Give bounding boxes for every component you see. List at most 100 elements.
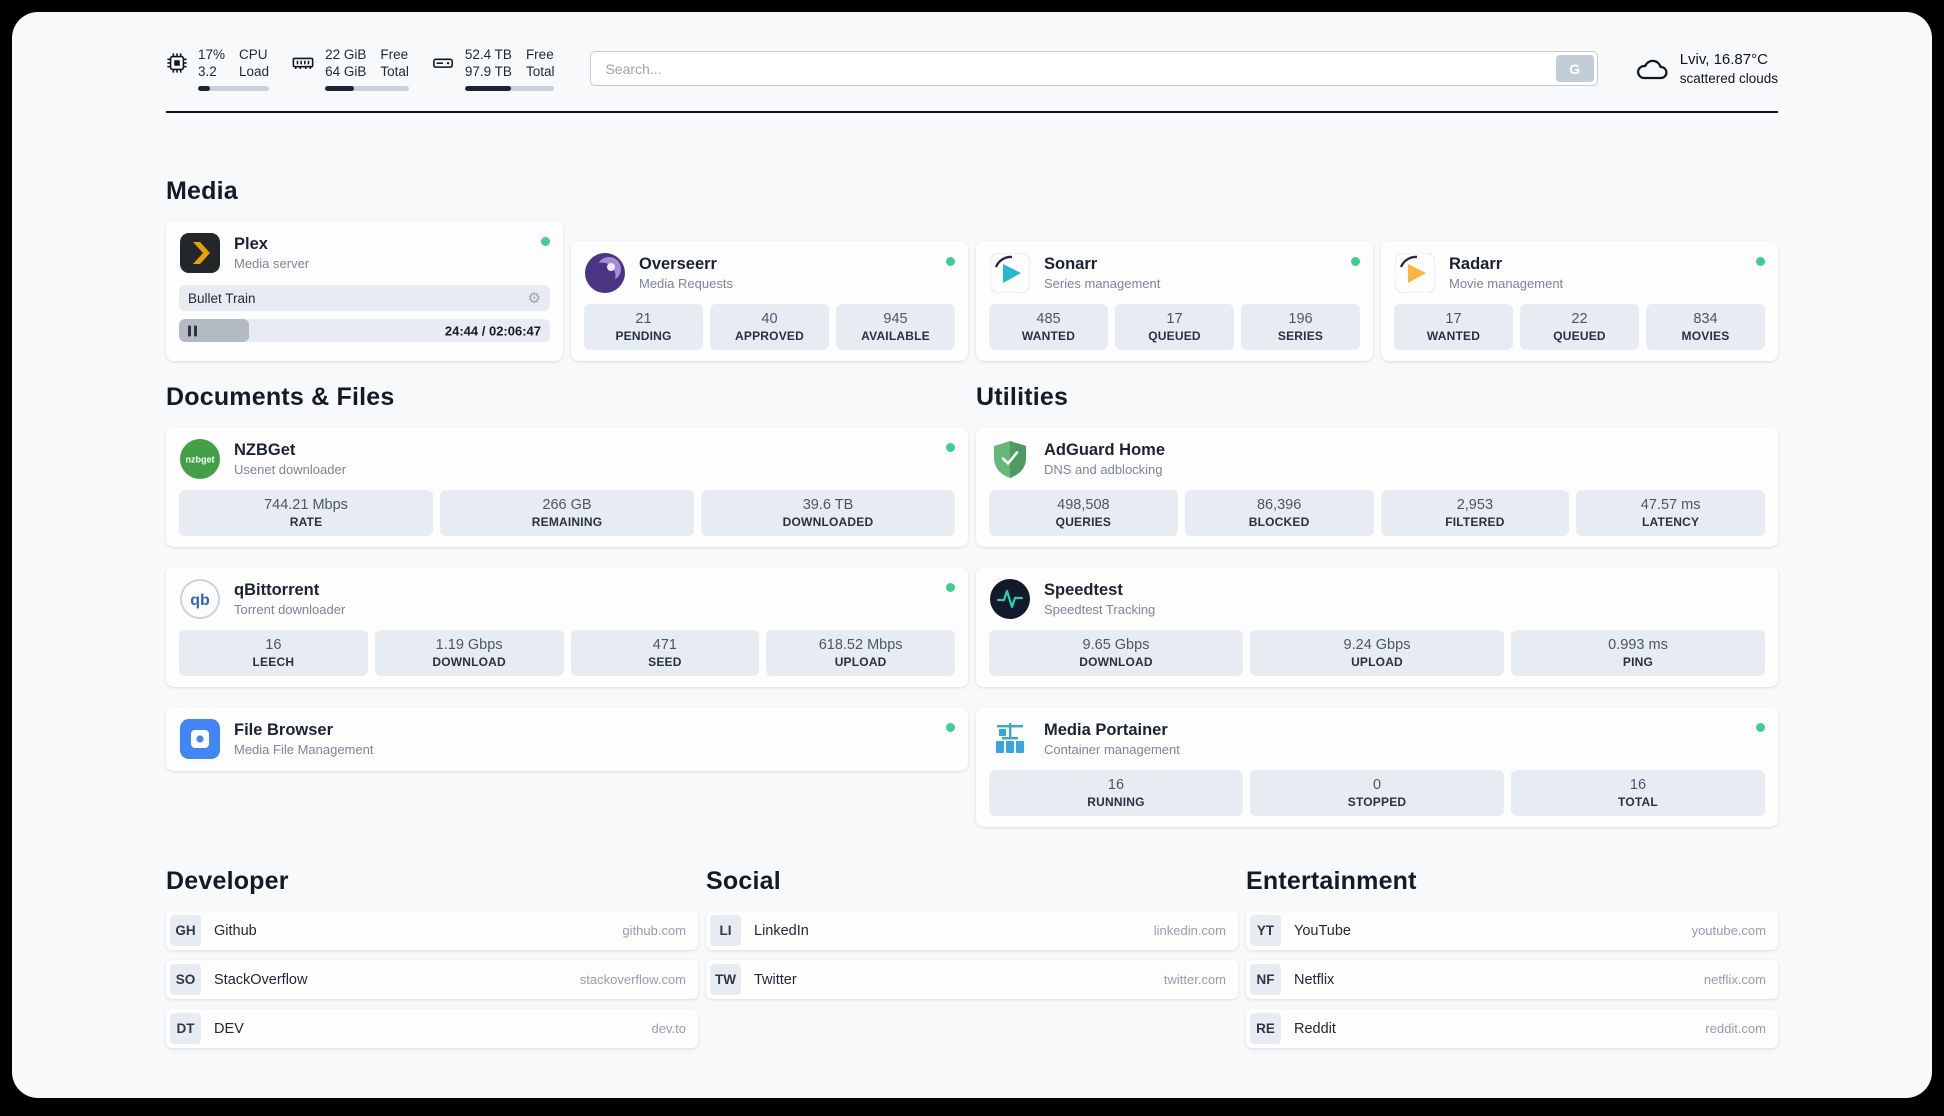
section-documents: Documents & Files nzbget NZBGet Usenet d xyxy=(166,383,968,771)
sonarr-icon xyxy=(989,252,1031,294)
stat-value: 9.24 Gbps xyxy=(1343,637,1411,653)
settings-gear-icon[interactable]: ⚙ xyxy=(527,289,541,307)
portainer-icon xyxy=(989,718,1031,760)
bookmark-abbr: DT xyxy=(170,1013,201,1044)
pause-icon[interactable] xyxy=(188,325,197,336)
app-subtitle: Movie management xyxy=(1449,276,1564,291)
stat-label: RUNNING xyxy=(1087,795,1145,809)
app-card-overseerr[interactable]: Overseerr Media Requests 21 PENDING 40 A… xyxy=(571,241,968,361)
app-card-filebrowser[interactable]: File Browser Media File Management xyxy=(166,707,968,771)
memory-progress-bar xyxy=(325,86,409,91)
app-name: Radarr xyxy=(1449,255,1503,273)
stat-value: 2,953 xyxy=(1456,497,1494,513)
app-card-adguard[interactable]: AdGuard Home DNS and adblocking 498,508 … xyxy=(976,427,1778,547)
stat-approved: 40 APPROVED xyxy=(710,304,829,350)
stat-label: SEED xyxy=(648,655,682,669)
bookmark-abbr: TW xyxy=(710,964,741,995)
status-dot xyxy=(1756,723,1765,732)
stat-label: QUERIES xyxy=(1055,515,1112,529)
bookmark-url: netflix.com xyxy=(1703,972,1766,987)
search-input[interactable] xyxy=(590,51,1598,86)
section-entertainment: Entertainment YT YouTube youtube.com NF … xyxy=(1246,867,1778,1058)
bookmark-url: reddit.com xyxy=(1705,1021,1766,1036)
bookmark-name: StackOverflow xyxy=(214,971,308,988)
disk-values: 52.4 TB 97.9 TB xyxy=(464,47,512,79)
bookmark-name: DEV xyxy=(214,1020,244,1037)
bookmark-netflix[interactable]: NF Netflix netflix.com xyxy=(1246,960,1778,999)
app-name: Overseerr xyxy=(639,255,717,273)
app-subtitle: Container management xyxy=(1044,742,1180,757)
bookmark-url: dev.to xyxy=(651,1021,686,1036)
bookmark-reddit[interactable]: RE Reddit reddit.com xyxy=(1246,1009,1778,1048)
cpu-chip-icon xyxy=(167,53,187,73)
bookmark-name: Github xyxy=(214,922,257,939)
radarr-icon xyxy=(1394,252,1436,294)
stat-value: 1.19 Gbps xyxy=(435,637,503,653)
bookmark-stackoverflow[interactable]: SO StackOverflow stackoverflow.com xyxy=(166,960,698,999)
bookmark-dev[interactable]: DT DEV dev.to xyxy=(166,1009,698,1048)
stat-value: 196 xyxy=(1288,311,1313,327)
stat-label: STOPPED xyxy=(1347,795,1407,809)
app-card-plex[interactable]: Plex Media server Bullet Train ⚙ 24:44 /… xyxy=(166,221,563,361)
search-engine-button[interactable]: G xyxy=(1555,55,1594,82)
stat-total: 16 TOTAL xyxy=(1511,770,1765,816)
bookmark-github[interactable]: GH Github github.com xyxy=(166,911,698,950)
app-card-portainer[interactable]: Media Portainer Container management 16 … xyxy=(976,707,1778,827)
stat-value: 945 xyxy=(883,311,908,327)
app-card-nzbget[interactable]: nzbget NZBGet Usenet downloader 744.21 M… xyxy=(166,427,968,547)
stat-label: WANTED xyxy=(1426,329,1481,343)
stat-ping: 0.993 ms PING xyxy=(1511,630,1765,676)
disk-progress-bar xyxy=(464,86,555,91)
section-title-media: Media xyxy=(166,177,238,205)
search-bar: G xyxy=(590,51,1598,86)
app-card-radarr[interactable]: Radarr Movie management 17 WANTED 22 QUE… xyxy=(1381,241,1778,361)
stat-value: 40 xyxy=(761,311,778,327)
section-title-documents: Documents & Files xyxy=(166,383,395,411)
adguard-icon xyxy=(989,438,1031,480)
stat-downloaded: 39.6 TB DOWNLOADED xyxy=(701,490,955,536)
status-dot xyxy=(946,443,955,452)
status-dot xyxy=(946,257,955,266)
stat-value: 266 GB xyxy=(542,497,592,513)
app-subtitle: Speedtest Tracking xyxy=(1044,602,1156,617)
qbittorrent-icon: qb xyxy=(179,578,221,620)
stat-value: 47.57 ms xyxy=(1640,497,1701,513)
disk-labels: Free Total xyxy=(525,47,555,79)
app-subtitle: Media server xyxy=(234,256,310,271)
app-card-qbittorrent[interactable]: qb qBittorrent Torrent downloader 16 LEE… xyxy=(166,567,968,687)
stat-stopped: 0 STOPPED xyxy=(1250,770,1504,816)
playback-progress-bar[interactable]: 24:44 / 02:06:47 xyxy=(179,319,550,342)
stat-value: 21 xyxy=(635,311,652,327)
stat-latency: 47.57 ms LATENCY xyxy=(1576,490,1765,536)
stat-value: 17 xyxy=(1166,311,1183,327)
stat-series: 196 SERIES xyxy=(1241,304,1360,350)
bookmark-linkedin[interactable]: LI LinkedIn linkedin.com xyxy=(706,911,1238,950)
app-name: Media Portainer xyxy=(1044,721,1168,739)
app-name: Plex xyxy=(234,235,268,253)
app-name: AdGuard Home xyxy=(1044,441,1166,459)
bookmark-twitter[interactable]: TW Twitter twitter.com xyxy=(706,960,1238,999)
svg-text:nzbget: nzbget xyxy=(186,455,215,465)
bookmark-name: Reddit xyxy=(1294,1020,1336,1037)
app-card-speedtest[interactable]: Speedtest Speedtest Tracking 9.65 Gbps D… xyxy=(976,567,1778,687)
bookmark-youtube[interactable]: YT YouTube youtube.com xyxy=(1246,911,1778,950)
stat-label: REMAINING xyxy=(531,515,603,529)
app-name: qBittorrent xyxy=(234,581,320,599)
stat-label: PING xyxy=(1622,655,1654,669)
stat-value: 0.993 ms xyxy=(1608,637,1668,653)
now-playing-title: Bullet Train xyxy=(188,290,256,306)
stat-label: DOWNLOAD xyxy=(432,655,506,669)
stat-value: 0 xyxy=(1372,777,1382,793)
section-utilities: Utilities AdGuard Home xyxy=(976,383,1778,827)
stat-rate: 744.21 Mbps RATE xyxy=(179,490,433,536)
section-social: Social LI LinkedIn linkedin.com TW Twitt… xyxy=(706,867,1238,1009)
section-title-social: Social xyxy=(706,867,781,895)
filebrowser-icon xyxy=(179,718,221,760)
stat-label: UPLOAD xyxy=(834,655,887,669)
app-card-sonarr[interactable]: Sonarr Series management 485 WANTED 17 Q… xyxy=(976,241,1373,361)
stat-value: 22 xyxy=(1571,311,1588,327)
bookmark-url: github.com xyxy=(622,923,686,938)
app-name: NZBGet xyxy=(234,441,296,459)
header-divider xyxy=(166,111,1778,113)
memory-labels: Free Total xyxy=(380,47,409,79)
